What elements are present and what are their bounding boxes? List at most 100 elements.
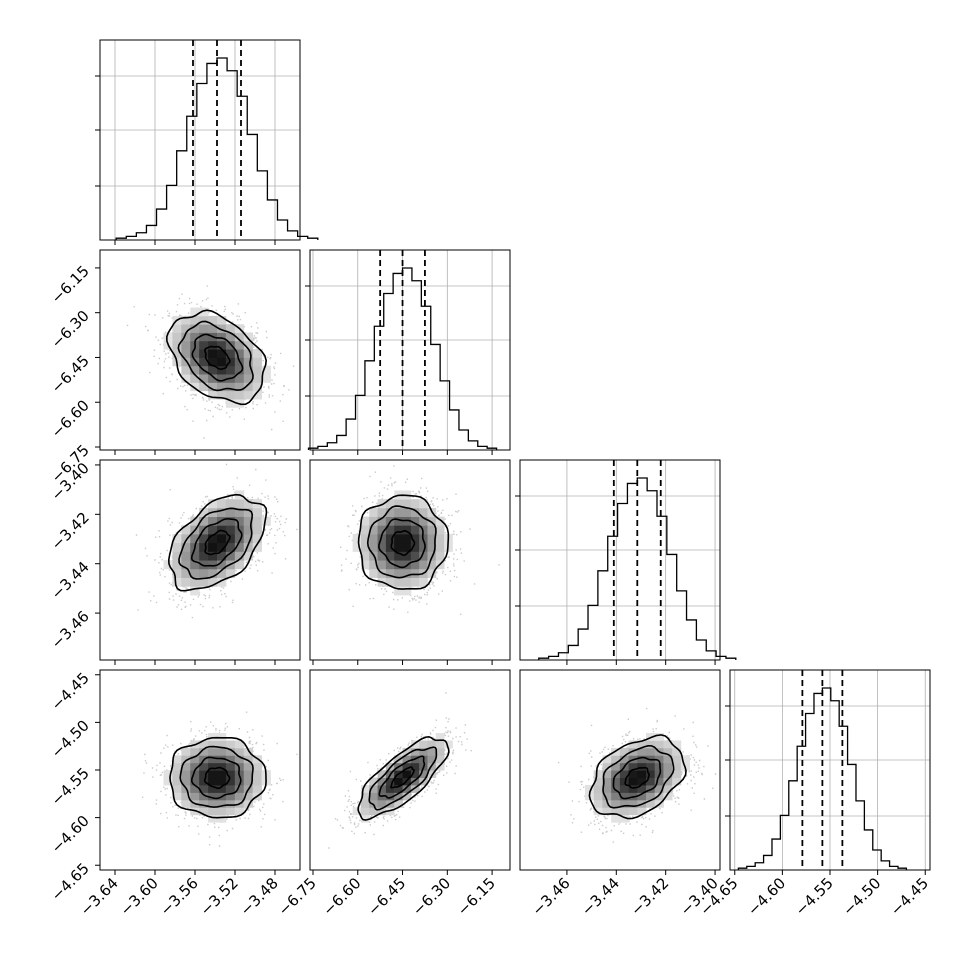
x-tick-label: −3.46 (529, 874, 574, 919)
density-cell (208, 770, 218, 779)
density-cell (190, 762, 200, 771)
density-cell (217, 770, 227, 779)
density-cell (181, 799, 191, 808)
density-cell (181, 525, 191, 535)
density-cell (199, 785, 209, 793)
density-cell (243, 534, 254, 544)
density-cell (208, 560, 218, 570)
density-cell (225, 777, 236, 786)
density-cell (402, 762, 412, 771)
x-tick-label: −4.50 (839, 874, 884, 919)
density-cell (181, 324, 191, 333)
density-cell (199, 382, 209, 392)
density-cell (199, 792, 209, 801)
density-cell (369, 516, 378, 526)
density-cell (243, 390, 254, 400)
density-cell (427, 516, 437, 526)
density-cell (243, 542, 254, 552)
density-cell (190, 349, 200, 358)
density-cell (243, 747, 254, 756)
density-cell (190, 586, 200, 596)
density-cell (217, 740, 227, 749)
panel-frame (519, 459, 721, 661)
density-cell (234, 516, 245, 526)
density-cell (637, 792, 647, 801)
density-cell (619, 770, 629, 779)
density-cell (208, 755, 218, 764)
density-cell (190, 315, 200, 325)
density-cell (385, 534, 395, 544)
density-cell (208, 382, 218, 392)
density-cell (402, 770, 412, 779)
x-tick-label: −4.45 (887, 874, 932, 919)
panel-content (328, 692, 472, 849)
density-cell (385, 525, 395, 535)
contour-line (178, 507, 254, 580)
density-cell (208, 516, 218, 526)
density-cell (217, 568, 227, 578)
density-cell (360, 799, 370, 808)
density-cell (208, 747, 218, 756)
density-cell (225, 568, 236, 578)
density-cell (427, 755, 437, 764)
density-cell (199, 307, 209, 317)
density-cell (199, 542, 209, 552)
density-cell (234, 792, 245, 801)
density-cell (234, 747, 245, 756)
density-cell (181, 747, 191, 756)
density-cell (672, 747, 682, 756)
density-cell (611, 785, 621, 793)
density-cell (199, 770, 209, 779)
density-cell (234, 365, 245, 375)
density-cell (377, 785, 387, 793)
density-cell (172, 755, 182, 764)
density-cell (435, 762, 445, 771)
panel-background (100, 40, 300, 240)
density-cell (663, 792, 673, 801)
density-cell (243, 770, 254, 779)
density-cell (243, 349, 254, 358)
density-cell (402, 542, 412, 552)
panel-content (135, 463, 298, 619)
density-cell (394, 542, 403, 552)
density-cell (360, 814, 370, 823)
contour-line (357, 494, 450, 590)
density-cell (234, 807, 245, 816)
x-tick-label: −6.15 (454, 874, 499, 919)
panel-frame (309, 249, 511, 451)
density-cell (234, 332, 245, 342)
density-cell (217, 785, 227, 793)
density-cell (394, 568, 403, 578)
contour-line (602, 744, 675, 809)
density-cell (243, 551, 254, 561)
density-cell (208, 340, 218, 350)
density-cell (410, 560, 420, 570)
density-cell (190, 755, 200, 764)
density-cell (410, 740, 420, 749)
density-cell (199, 357, 209, 367)
density-cell (208, 374, 218, 383)
density-cell (394, 577, 403, 587)
density-cell (199, 577, 209, 587)
density-cell (172, 542, 182, 552)
density-cell (602, 777, 612, 786)
density-cell (637, 755, 647, 764)
y-tick-label: −4.60 (48, 812, 93, 857)
density-cell (402, 568, 412, 578)
density-cell (199, 568, 209, 578)
x-tick-label: −3.44 (578, 874, 623, 919)
density-cell (181, 365, 191, 375)
density-cell (602, 785, 612, 793)
density-cell (181, 762, 191, 771)
density-cell (385, 577, 395, 587)
density-cell (252, 777, 262, 786)
density-cell (637, 740, 647, 749)
scatter-panel-3-2 (519, 669, 721, 875)
density-cell (225, 542, 236, 552)
x-tick-label: −3.60 (117, 874, 162, 919)
density-cell (435, 755, 445, 764)
density-cell (369, 507, 378, 517)
density-cell (593, 777, 603, 786)
density-cell (672, 777, 682, 786)
